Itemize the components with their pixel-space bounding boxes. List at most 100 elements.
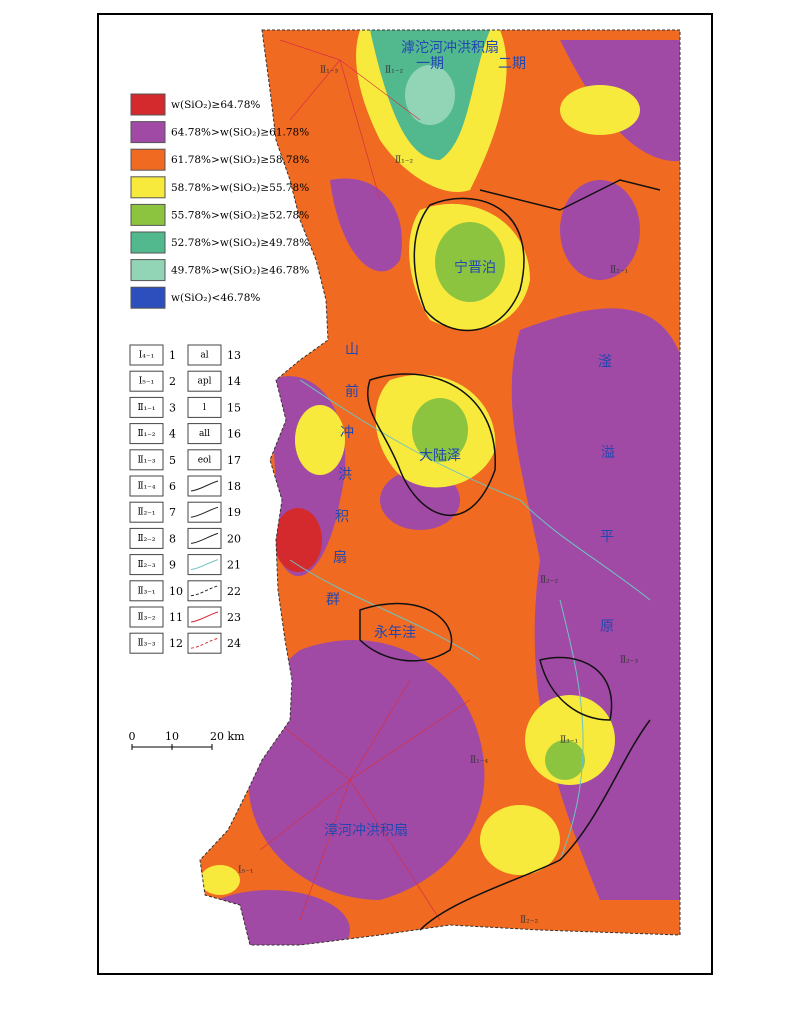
legend-label: 58.78%>w(SiO₂)≥55.78% (171, 182, 309, 194)
symbol-number: 24 (227, 637, 241, 650)
symbol-box (129, 501, 164, 523)
symbol-number: 17 (227, 454, 241, 467)
legend-swatch (130, 203, 166, 226)
symbol-label: Ⅱ₃₋₃ (137, 639, 155, 649)
symbol-label: Ⅱ₁₋₂ (137, 429, 155, 439)
symbol-legend: Ⅰ₄₋₁ 1 Ⅰ₅₋₁ 2 Ⅱ₁₋₁ 3 Ⅱ₁₋₂ 4 Ⅱ₁₋₃ 5 Ⅱ₁₋₄ 6 Ⅱ₂₋₁ 7 Ⅱ₂₋₂ 8… (129, 344, 241, 654)
symbol-box (187, 396, 222, 418)
place-label: 滹沱河冲洪积扇 (401, 39, 499, 56)
place-label: 冲 (340, 425, 354, 441)
symbol-label: eol (198, 455, 212, 465)
symbol-box (187, 580, 222, 602)
symbol-label: Ⅱ₂₋₂ (137, 534, 155, 544)
symbol-label: Ⅱ₃₋₁ (137, 586, 155, 596)
place-label: 山 (345, 342, 359, 358)
symbol-number: 19 (227, 506, 241, 519)
symbol-number: 6 (169, 480, 176, 493)
symbol-line (190, 532, 219, 544)
symbol-box (187, 606, 222, 628)
symbol-number: 7 (169, 506, 176, 519)
symbol-box (187, 370, 222, 392)
place-label: 洪 (338, 467, 352, 483)
symbol-number: 9 (169, 559, 176, 572)
zone-label: Ⅱ₁₋₂ (385, 66, 403, 76)
place-label: 宁晋泊 (454, 259, 496, 276)
symbol-label: Ⅱ₂₋₁ (137, 508, 155, 518)
symbol-number: 21 (227, 559, 241, 572)
red-zone (274, 508, 322, 572)
place-label: 永年洼 (374, 625, 416, 641)
symbol-box (129, 370, 164, 392)
symbol-box (129, 344, 164, 366)
legend-swatch (130, 176, 166, 199)
place-label: 漳河冲洪积扇 (324, 822, 408, 839)
symbol-line (190, 506, 219, 518)
frame (97, 13, 713, 975)
symbol-number: 1 (169, 349, 176, 362)
symbol-number: 16 (227, 428, 241, 441)
symbol-label: Ⅱ₁₋₄ (137, 482, 155, 492)
green-zones (412, 222, 585, 780)
symbol-box (187, 449, 222, 471)
symbol-box (129, 423, 164, 445)
symbol-box (129, 396, 164, 418)
legend-label: 52.78%>w(SiO₂)≥49.78% (171, 237, 309, 249)
scale-label: 20 km (210, 730, 245, 743)
place-label: 扇 (333, 550, 347, 566)
symbol-box (187, 344, 222, 366)
legend-swatch (130, 231, 166, 254)
legend-label: 61.78%>w(SiO₂)≥58.78% (171, 154, 309, 166)
symbol-line (190, 585, 219, 597)
symbol-box (129, 527, 164, 549)
symbol-number: 4 (169, 428, 176, 441)
legend-swatch (130, 259, 166, 282)
symbol-line (190, 559, 219, 571)
place-label: 大陆泽 (419, 448, 461, 464)
symbol-number: 14 (227, 375, 241, 388)
symbol-box (129, 554, 164, 576)
legend-label: w(SiO₂)<46.78% (171, 292, 260, 304)
symbol-label: apl (197, 377, 211, 387)
symbol-label: al (200, 351, 208, 361)
symbol-number: 12 (169, 637, 183, 650)
place-label: 原 (600, 619, 614, 635)
scale-label: 10 (165, 730, 179, 743)
symbol-number: 22 (227, 585, 241, 598)
symbol-box (187, 423, 222, 445)
symbol-number: 8 (169, 532, 176, 545)
symbol-box (129, 475, 164, 497)
rivers (289, 379, 651, 861)
symbol-label: Ⅰ₅₋₁ (139, 377, 155, 387)
symbol-box (187, 554, 222, 576)
place-label: 滏 (598, 354, 612, 370)
symbol-number: 15 (227, 401, 241, 414)
symbol-box (129, 632, 164, 654)
place-label: 二期 (498, 56, 526, 72)
legend-label: 49.78%>w(SiO₂)≥46.78% (171, 265, 309, 277)
zone-label: Ⅱ₂₋₂ (520, 916, 538, 926)
symbol-number: 10 (169, 585, 183, 598)
symbol-number: 3 (169, 401, 176, 414)
fan-lines (249, 39, 471, 921)
symbol-label: Ⅱ₁₋₁ (137, 403, 155, 413)
zone-label: Ⅰ₅₋₁ (238, 866, 254, 876)
scale-line (131, 744, 213, 750)
zone-label: Ⅱ₃₋₁ (560, 736, 578, 746)
symbol-label: Ⅱ₁₋₃ (137, 455, 155, 465)
legend-swatch (130, 148, 166, 171)
zone-label: Ⅱ₂₋₃ (620, 656, 638, 666)
zone-label: Ⅱ₂₋₂ (540, 576, 558, 586)
symbol-label: all (199, 429, 210, 439)
symbol-label: Ⅱ₂₋₃ (137, 560, 155, 570)
zone-label: Ⅱ₂₋₁ (610, 266, 628, 276)
legend-swatch (130, 121, 166, 144)
symbol-box (129, 449, 164, 471)
symbol-label: l (203, 403, 206, 413)
place-label: 前 (345, 383, 359, 400)
legend-label: 55.78%>w(SiO₂)≥52.78% (171, 209, 309, 221)
symbol-line (190, 480, 219, 492)
zone-label: Ⅱ₁₋₃ (320, 66, 338, 76)
